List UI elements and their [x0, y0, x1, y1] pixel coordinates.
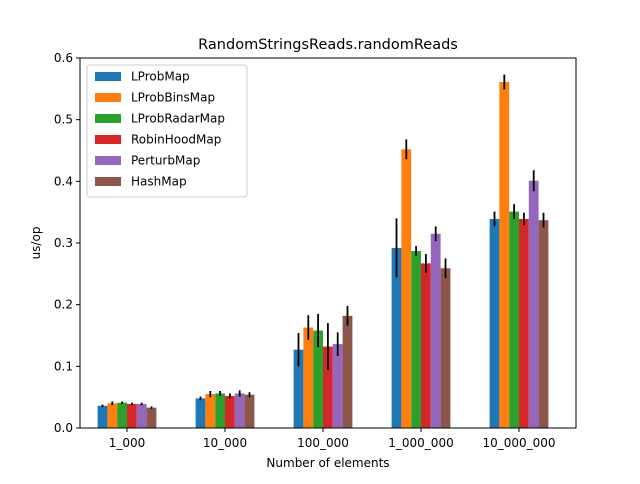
x-tick-label: 10_000_000	[482, 436, 555, 450]
y-tick-label: 0.2	[54, 298, 73, 312]
bar-PerturbMap-1_000_000	[430, 233, 441, 428]
bar-LProbBinsMap-100_000	[303, 327, 314, 428]
bar-RobinHoodMap-10_000	[225, 395, 235, 428]
bar-LProbMap-1_000	[97, 405, 108, 428]
bar-PerturbMap-10_000_000	[528, 180, 539, 428]
legend-label-LProbRadarMap: LProbRadarMap	[131, 112, 225, 126]
bar-LProbMap-10_000_000	[489, 218, 500, 428]
x-axis-label: Number of elements	[266, 456, 389, 470]
x-tick-label: 10_000	[203, 436, 247, 450]
y-tick-label: 0.4	[54, 174, 73, 188]
legend-swatch-LProbBinsMap	[95, 93, 121, 102]
bar-RobinHoodMap-1_000_000	[421, 263, 431, 428]
x-tick-label: 100_000	[297, 436, 349, 450]
bar-PerturbMap-10_000	[234, 393, 245, 428]
error-bars-layer	[101, 74, 545, 409]
bar-LProbBinsMap-1_000_000	[401, 149, 412, 428]
bar-LProbRadarMap-1_000_000	[411, 251, 421, 428]
y-axis-label: us/op	[29, 227, 43, 260]
x-tick-label: 1_000	[109, 436, 146, 450]
bar-LProbMap-100_000	[293, 349, 304, 428]
y-tick-label: 0.6	[54, 51, 73, 65]
bar-LProbRadarMap-10_000_000	[509, 211, 519, 428]
chart-title: RandomStringsReads.randomReads	[198, 37, 458, 53]
bar-LProbBinsMap-10_000_000	[499, 82, 510, 429]
legend-frame	[86, 64, 248, 198]
y-tick-label: 0.0	[54, 421, 73, 435]
y-tick-label: 0.5	[54, 113, 73, 127]
legend-label-LProbMap: LProbMap	[131, 70, 190, 84]
legend-label-LProbBinsMap: LProbBinsMap	[131, 91, 215, 105]
bar-LProbMap-10_000	[195, 398, 206, 428]
legend: LProbMap LProbBinsMap LProbRadarMap RobinHo…	[86, 64, 248, 198]
legend-swatch-PerturbMap	[95, 156, 121, 165]
bar-PerturbMap-100_000	[332, 344, 343, 428]
x-tick-label: 1_000_000	[388, 436, 453, 450]
bar-RobinHoodMap-10_000_000	[519, 218, 529, 428]
bar-LProbMap-1_000_000	[391, 247, 402, 428]
bar-PerturbMap-1_000	[136, 403, 147, 428]
legend-swatch-LProbMap	[95, 72, 121, 81]
x-axis: 1_000 10_000 100_000 1_000_000 10_000_000	[109, 428, 556, 450]
bars-layer	[97, 82, 549, 429]
legend-label-HashMap: HashMap	[131, 175, 187, 189]
legend-label-RobinHoodMap: RobinHoodMap	[131, 133, 221, 147]
bar-HashMap-10_000_000	[538, 220, 549, 428]
bar-LProbBinsMap-10_000	[205, 394, 216, 428]
legend-label-PerturbMap: PerturbMap	[131, 154, 200, 168]
plot-frame	[79, 57, 577, 429]
bar-RobinHoodMap-1_000	[127, 403, 137, 428]
bar-LProbRadarMap-100_000	[313, 330, 323, 428]
bar-LProbBinsMap-1_000	[107, 403, 118, 428]
y-tick-label: 0.3	[54, 236, 73, 250]
legend-swatch-RobinHoodMap	[95, 135, 121, 144]
bar-HashMap-100_000	[342, 315, 353, 428]
bar-HashMap-1_000	[146, 407, 157, 428]
y-tick-label: 0.1	[54, 359, 73, 373]
y-axis: 0.0 0.1 0.2 0.3 0.4 0.5 0.6	[54, 51, 80, 435]
legend-swatch-LProbRadarMap	[95, 114, 121, 123]
bar-RobinHoodMap-100_000	[323, 346, 333, 428]
bar-LProbRadarMap-1_000	[117, 402, 127, 428]
bar-HashMap-10_000	[244, 394, 255, 428]
bar-HashMap-1_000_000	[440, 268, 451, 428]
bar-LProbRadarMap-10_000	[215, 393, 225, 428]
legend-swatch-HashMap	[95, 177, 121, 186]
